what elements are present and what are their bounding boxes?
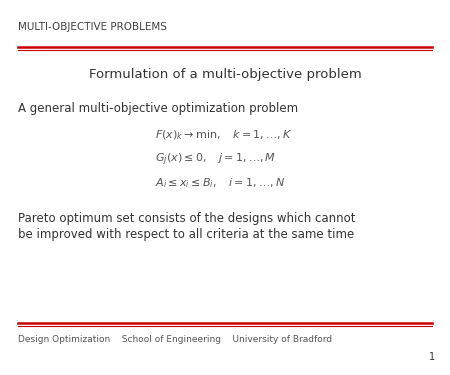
Text: be improved with respect to all criteria at the same time: be improved with respect to all criteria… — [18, 228, 354, 241]
Text: $G_j(x) \leq 0, \quad j=1,\ldots,M$: $G_j(x) \leq 0, \quad j=1,\ldots,M$ — [155, 152, 276, 168]
Text: $F(x)_k \rightarrow \mathrm{min,} \quad k=1,\ldots,K$: $F(x)_k \rightarrow \mathrm{min,} \quad … — [155, 128, 292, 142]
Text: Pareto optimum set consists of the designs which cannot: Pareto optimum set consists of the desig… — [18, 212, 356, 225]
Text: A general multi-objective optimization problem: A general multi-objective optimization p… — [18, 102, 298, 115]
Text: $A_i \leq x_i \leq B_i, \quad i=1,\ldots,N$: $A_i \leq x_i \leq B_i, \quad i=1,\ldots… — [155, 176, 285, 190]
Text: Formulation of a multi-objective problem: Formulation of a multi-objective problem — [89, 68, 361, 81]
Text: 1: 1 — [429, 352, 435, 362]
Text: MULTI-OBJECTIVE PROBLEMS: MULTI-OBJECTIVE PROBLEMS — [18, 22, 167, 32]
Text: Design Optimization    School of Engineering    University of Bradford: Design Optimization School of Engineerin… — [18, 335, 332, 344]
